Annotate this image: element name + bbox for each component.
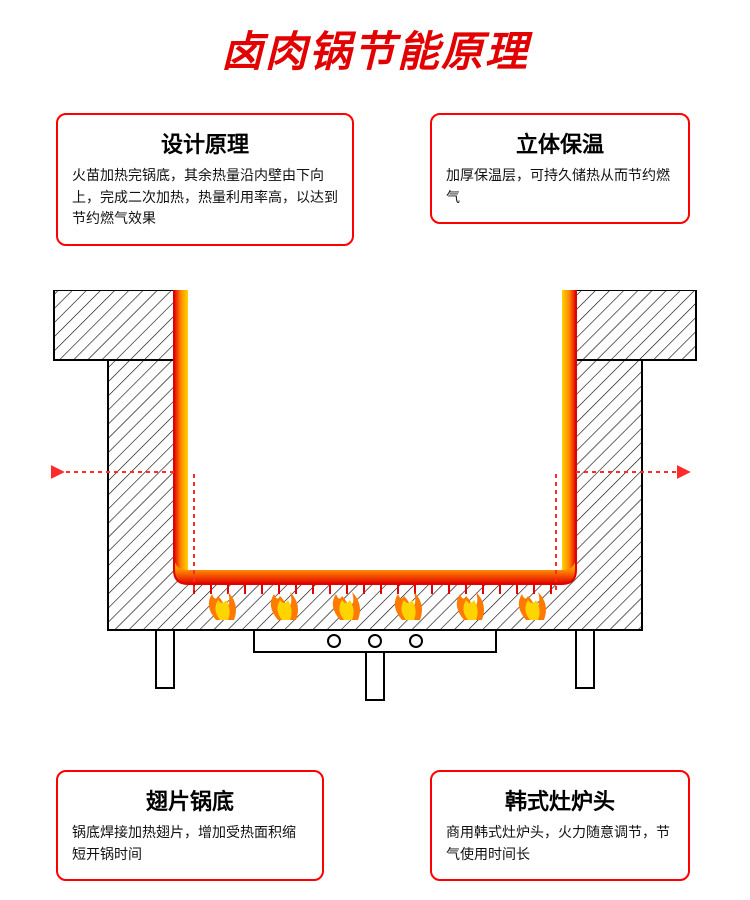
callout-fin: 翅片锅底 锅底焊接加热翅片，增加受热面积缩短开锅时间 [56, 770, 324, 881]
page-title: 卤肉锅节能原理 [0, 0, 750, 79]
top-cap-right [576, 290, 696, 360]
pot-wall-right [562, 290, 576, 570]
stove-cross-section-diagram [44, 290, 706, 710]
callout-design: 设计原理 火苗加热完锅底，其余热量沿内壁由下向上，完成二次加热，热量利用率高，以… [56, 113, 354, 246]
callout-fin-heading: 翅片锅底 [72, 784, 308, 816]
insulation-hatch [108, 360, 642, 630]
callout-burner-heading: 韩式灶炉头 [446, 784, 674, 816]
callout-fin-body: 锅底焊接加热翅片，增加受热面积缩短开锅时间 [72, 822, 308, 865]
burner-bar [254, 630, 496, 652]
callout-insulation-body: 加厚保温层，可持久储热从而节约燃气 [446, 165, 674, 208]
callout-design-heading: 设计原理 [72, 127, 338, 159]
pot-wall-bottom [174, 556, 576, 584]
callout-burner: 韩式灶炉头 商用韩式灶炉头，火力随意调节，节气使用时间长 [430, 770, 690, 881]
callout-insulation-heading: 立体保温 [446, 127, 674, 159]
top-cap-left [54, 290, 174, 360]
callout-design-body: 火苗加热完锅底，其余热量沿内壁由下向上，完成二次加热，热量利用率高，以达到节约燃… [72, 165, 338, 230]
callout-burner-body: 商用韩式灶炉头，火力随意调节，节气使用时间长 [446, 822, 674, 865]
pot-wall-left [174, 290, 188, 570]
callout-insulation: 立体保温 加厚保温层，可持久储热从而节约燃气 [430, 113, 690, 224]
